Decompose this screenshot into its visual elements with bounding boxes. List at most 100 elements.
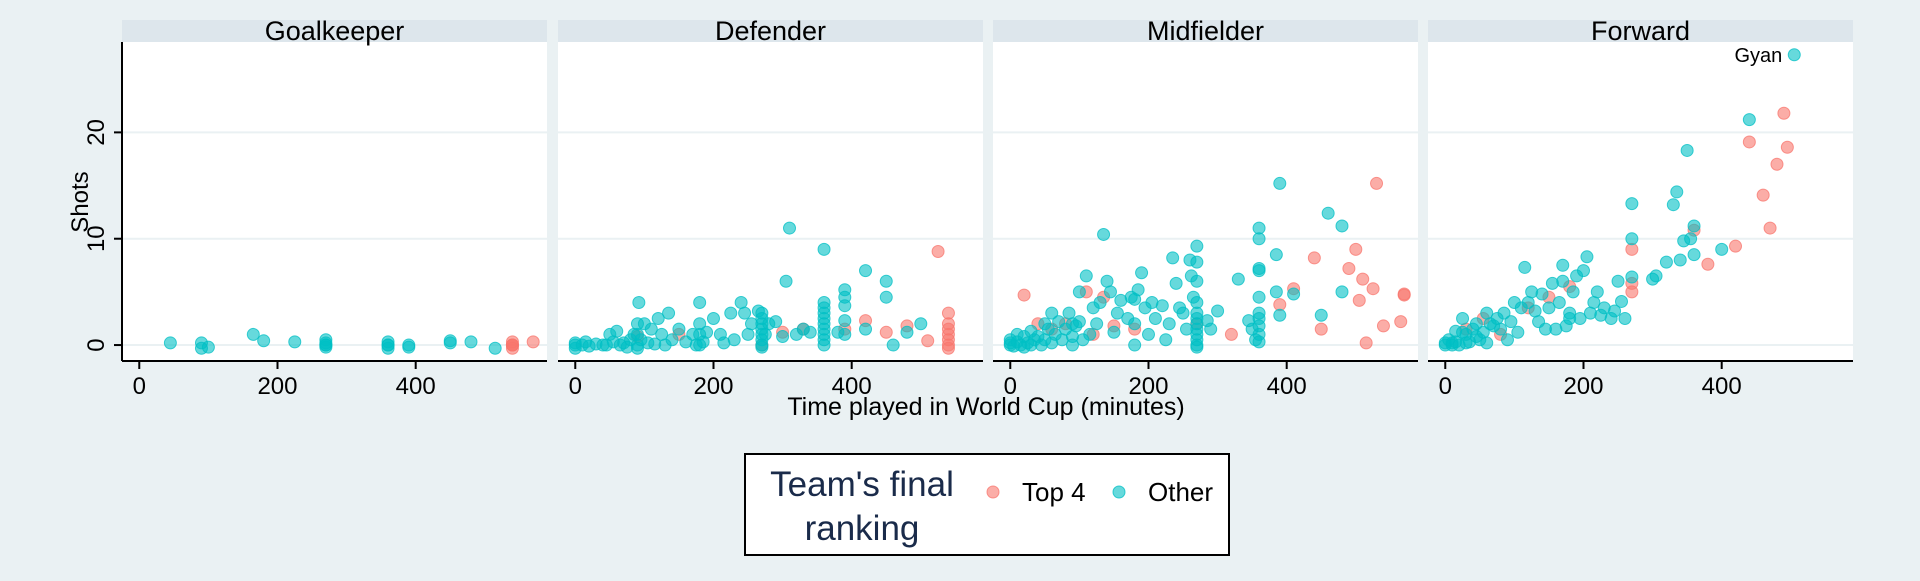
data-point xyxy=(651,311,665,325)
data-point xyxy=(1045,306,1059,320)
data-point xyxy=(1131,283,1145,297)
data-point xyxy=(1715,242,1729,256)
legend-marker xyxy=(1112,485,1126,499)
data-point xyxy=(1190,239,1204,253)
data-point xyxy=(1770,157,1784,171)
data-point xyxy=(1552,296,1566,310)
x-tick-label: 400 xyxy=(396,373,436,400)
data-point xyxy=(879,325,893,339)
data-point xyxy=(1252,335,1266,349)
data-point xyxy=(1777,106,1791,120)
x-tick-label: 0 xyxy=(569,373,582,400)
data-point xyxy=(783,221,797,235)
data-point xyxy=(163,336,177,350)
data-point xyxy=(1573,311,1587,325)
data-point xyxy=(1107,325,1121,339)
data-point xyxy=(1017,288,1031,302)
data-point xyxy=(246,327,260,341)
data-point xyxy=(738,306,752,320)
data-point xyxy=(838,314,852,328)
data-point xyxy=(1159,333,1173,347)
data-point xyxy=(879,274,893,288)
data-point xyxy=(526,335,540,349)
legend-label: Other xyxy=(1148,477,1213,507)
data-point xyxy=(288,335,302,349)
data-point xyxy=(803,325,817,339)
data-point xyxy=(1128,317,1142,331)
data-point xyxy=(1224,327,1238,341)
data-point xyxy=(1611,274,1625,288)
data-point xyxy=(610,324,624,338)
data-point xyxy=(1342,261,1356,275)
data-point xyxy=(1394,315,1408,329)
data-point xyxy=(879,290,893,304)
x-axis-title: Time played in World Cup (minutes) xyxy=(787,393,1184,421)
data-point xyxy=(1556,258,1570,272)
data-point xyxy=(1335,285,1349,299)
data-point xyxy=(1566,285,1580,299)
data-point xyxy=(755,340,769,354)
data-point xyxy=(632,296,646,310)
panel-background xyxy=(122,42,547,361)
data-point xyxy=(1190,255,1204,269)
data-point xyxy=(1670,185,1684,199)
data-point xyxy=(1370,176,1384,190)
data-point xyxy=(1072,315,1086,329)
data-point xyxy=(319,338,333,352)
data-point xyxy=(1211,304,1225,318)
data-point xyxy=(1687,248,1701,262)
data-point xyxy=(1742,135,1756,149)
data-point xyxy=(1729,239,1743,253)
x-tick-label: 200 xyxy=(1128,373,1168,400)
x-tick-label: 200 xyxy=(1563,373,1603,400)
data-point xyxy=(1269,285,1283,299)
data-point xyxy=(776,330,790,344)
data-point xyxy=(1273,176,1287,190)
data-point xyxy=(1580,250,1594,264)
data-point xyxy=(1680,143,1694,157)
data-point xyxy=(1352,293,1366,307)
data-point xyxy=(665,333,679,347)
data-point xyxy=(1590,285,1604,299)
data-point xyxy=(1321,206,1335,220)
data-point xyxy=(1252,264,1266,278)
data-point xyxy=(1625,232,1639,246)
data-point xyxy=(838,327,852,341)
data-point xyxy=(1349,242,1363,256)
y-axis-title: Shots xyxy=(67,171,94,232)
legend-box xyxy=(744,453,1230,556)
data-point xyxy=(1128,338,1142,352)
data-point xyxy=(381,338,395,352)
data-point xyxy=(1780,140,1794,154)
data-point xyxy=(817,242,831,256)
x-tick-label: 0 xyxy=(1004,373,1017,400)
data-point xyxy=(1625,285,1639,299)
data-point xyxy=(1252,290,1266,304)
data-point xyxy=(1252,232,1266,246)
data-point xyxy=(1742,113,1756,127)
data-point xyxy=(1335,219,1349,233)
data-point xyxy=(1314,308,1328,322)
data-point xyxy=(1756,188,1770,202)
data-point xyxy=(1176,306,1190,320)
x-tick-label: 200 xyxy=(257,373,297,400)
data-point xyxy=(1684,232,1698,246)
data-point xyxy=(672,322,686,336)
x-tick-label: 0 xyxy=(133,373,146,400)
data-point xyxy=(1576,264,1590,278)
data-point xyxy=(1366,282,1380,296)
y-tick-label: 10 xyxy=(83,225,110,252)
data-point xyxy=(1204,322,1218,336)
data-point xyxy=(1097,227,1111,241)
data-point xyxy=(727,333,741,347)
panel-title: Forward xyxy=(1591,16,1690,46)
data-point xyxy=(1625,197,1639,211)
data-point xyxy=(1169,276,1183,290)
data-point xyxy=(1787,48,1801,62)
data-point xyxy=(1687,219,1701,233)
data-point xyxy=(1608,304,1622,318)
data-point xyxy=(1535,287,1549,301)
panel-strip xyxy=(993,20,1418,42)
data-point xyxy=(693,296,707,310)
